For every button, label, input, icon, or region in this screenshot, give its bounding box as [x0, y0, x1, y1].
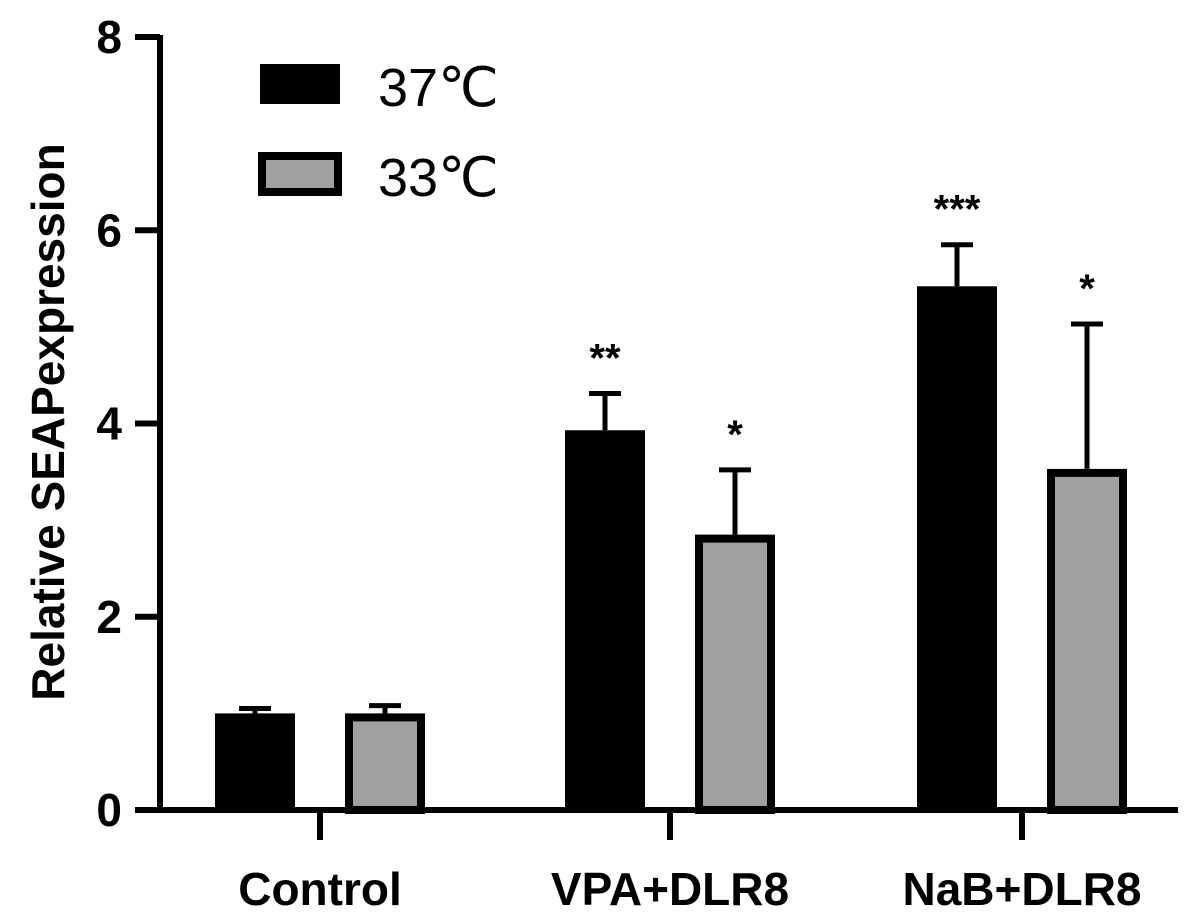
tick-labels: 0 2 4 6 8 Control VPA+DLR8 NaB+DLR8 — [96, 11, 1141, 915]
significance-label: *** — [934, 188, 981, 232]
bars: ******* — [215, 188, 1127, 815]
y-tick-label: 4 — [96, 398, 122, 450]
category-label: NaB+DLR8 — [902, 863, 1141, 915]
legend-label-33: 33℃ — [378, 148, 499, 208]
y-tick-label: 0 — [96, 784, 122, 836]
significance-label: ** — [589, 337, 621, 381]
y-tick-label: 6 — [96, 204, 122, 256]
y-tick-label: 2 — [96, 591, 122, 643]
bar — [695, 534, 775, 815]
bar — [345, 713, 425, 814]
axes — [135, 34, 1178, 840]
bar — [215, 713, 295, 810]
category-label: VPA+DLR8 — [551, 863, 789, 915]
significance-label: * — [727, 413, 743, 457]
legend: 37℃ 33℃ — [258, 58, 499, 208]
category-label: Control — [238, 863, 402, 915]
y-tick-label: 8 — [96, 11, 122, 63]
y-axis-label: Relative SEAPexpression — [22, 143, 74, 700]
significance-label: * — [1079, 267, 1095, 311]
legend-swatch-33 — [258, 152, 342, 196]
bar — [917, 286, 997, 811]
legend-label-37: 37℃ — [378, 58, 499, 118]
bar — [565, 430, 645, 810]
legend-swatch-37 — [260, 64, 340, 104]
bar — [1047, 468, 1127, 814]
